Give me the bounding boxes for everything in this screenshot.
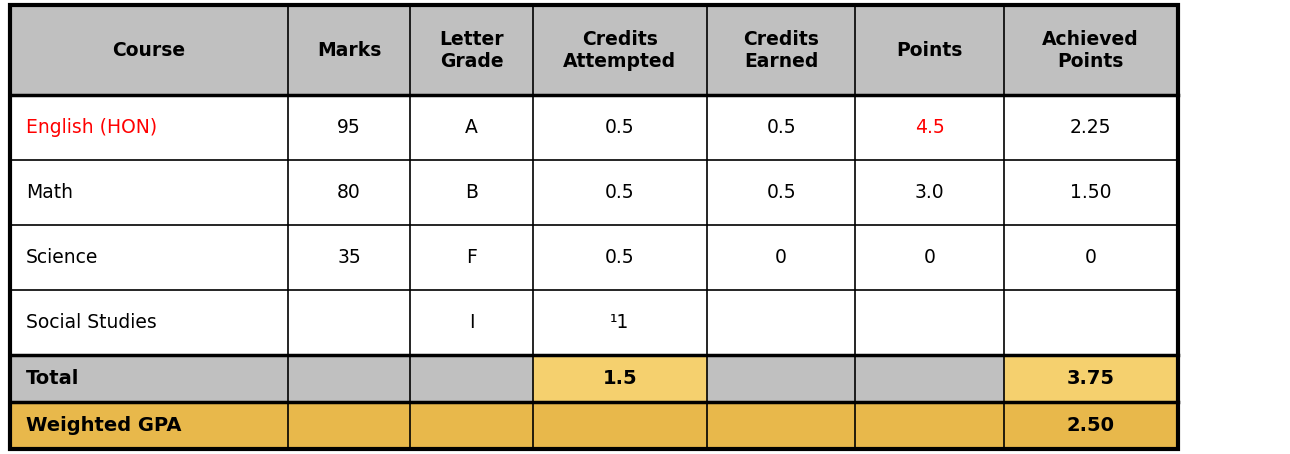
Text: Achieved
Points: Achieved Points bbox=[1042, 30, 1139, 71]
Bar bbox=[855, 401, 1004, 449]
Bar bbox=[288, 355, 410, 401]
Bar bbox=[855, 290, 1004, 355]
Bar bbox=[707, 290, 855, 355]
Text: Credits
Earned: Credits Earned bbox=[743, 30, 819, 71]
Text: 1.50: 1.50 bbox=[1069, 183, 1112, 202]
Bar bbox=[707, 355, 855, 401]
Bar bbox=[288, 160, 410, 225]
Bar bbox=[10, 95, 288, 160]
Bar bbox=[707, 401, 855, 449]
Text: Marks: Marks bbox=[317, 41, 381, 60]
Bar bbox=[1004, 401, 1178, 449]
Bar bbox=[10, 160, 288, 225]
Text: I: I bbox=[468, 313, 475, 331]
Bar bbox=[410, 401, 533, 449]
Bar bbox=[855, 95, 1004, 160]
Bar bbox=[707, 160, 855, 225]
Bar bbox=[533, 401, 707, 449]
Bar bbox=[855, 355, 1004, 401]
Bar bbox=[1004, 160, 1178, 225]
Bar bbox=[707, 5, 855, 95]
Text: Weighted GPA: Weighted GPA bbox=[26, 415, 182, 434]
Text: 0: 0 bbox=[924, 248, 935, 266]
Text: 0: 0 bbox=[1085, 248, 1096, 266]
Text: Letter
Grade: Letter Grade bbox=[439, 30, 504, 71]
Bar bbox=[855, 5, 1004, 95]
Bar bbox=[533, 160, 707, 225]
Text: 2.25: 2.25 bbox=[1069, 118, 1112, 137]
Bar bbox=[410, 290, 533, 355]
Text: F: F bbox=[466, 248, 477, 266]
Bar bbox=[288, 5, 410, 95]
Text: Science: Science bbox=[26, 248, 98, 266]
Bar bbox=[1004, 95, 1178, 160]
Text: 35: 35 bbox=[337, 248, 361, 266]
Text: Total: Total bbox=[26, 369, 79, 388]
Bar bbox=[410, 95, 533, 160]
Bar bbox=[10, 401, 288, 449]
Text: 95: 95 bbox=[337, 118, 361, 137]
Bar bbox=[288, 290, 410, 355]
Bar bbox=[10, 290, 288, 355]
Text: 80: 80 bbox=[337, 183, 361, 202]
Bar bbox=[410, 225, 533, 290]
Text: Credits
Attempted: Credits Attempted bbox=[564, 30, 676, 71]
Bar bbox=[1004, 5, 1178, 95]
Text: 2.50: 2.50 bbox=[1067, 415, 1115, 434]
Text: 3.0: 3.0 bbox=[915, 183, 944, 202]
Text: 0.5: 0.5 bbox=[766, 118, 796, 137]
Text: ¹1: ¹1 bbox=[610, 313, 630, 331]
Bar bbox=[288, 225, 410, 290]
Bar bbox=[533, 225, 707, 290]
Bar bbox=[288, 95, 410, 160]
Text: 3.75: 3.75 bbox=[1067, 369, 1115, 388]
Text: 4.5: 4.5 bbox=[915, 118, 944, 137]
Text: 0: 0 bbox=[775, 248, 787, 266]
Bar bbox=[1004, 290, 1178, 355]
Bar bbox=[707, 225, 855, 290]
Text: 0.5: 0.5 bbox=[766, 183, 796, 202]
Bar bbox=[10, 225, 288, 290]
Bar bbox=[533, 5, 707, 95]
Text: 1.5: 1.5 bbox=[602, 369, 637, 388]
Text: 0.5: 0.5 bbox=[605, 183, 635, 202]
Bar bbox=[707, 95, 855, 160]
Text: Social Studies: Social Studies bbox=[26, 313, 156, 331]
Bar bbox=[410, 5, 533, 95]
Text: Math: Math bbox=[26, 183, 72, 202]
Bar bbox=[533, 95, 707, 160]
Bar bbox=[410, 160, 533, 225]
Bar bbox=[10, 5, 288, 95]
Text: Points: Points bbox=[897, 41, 962, 60]
Bar bbox=[410, 355, 533, 401]
Text: English (HON): English (HON) bbox=[26, 118, 157, 137]
Text: 0.5: 0.5 bbox=[605, 248, 635, 266]
Bar bbox=[1004, 355, 1178, 401]
Text: Course: Course bbox=[112, 41, 186, 60]
Text: B: B bbox=[464, 183, 479, 202]
Text: 0.5: 0.5 bbox=[605, 118, 635, 137]
Bar bbox=[855, 225, 1004, 290]
Bar bbox=[855, 160, 1004, 225]
Bar bbox=[10, 355, 288, 401]
Bar bbox=[533, 290, 707, 355]
Text: A: A bbox=[466, 118, 477, 137]
Bar bbox=[1004, 225, 1178, 290]
Bar bbox=[288, 401, 410, 449]
Bar bbox=[533, 355, 707, 401]
